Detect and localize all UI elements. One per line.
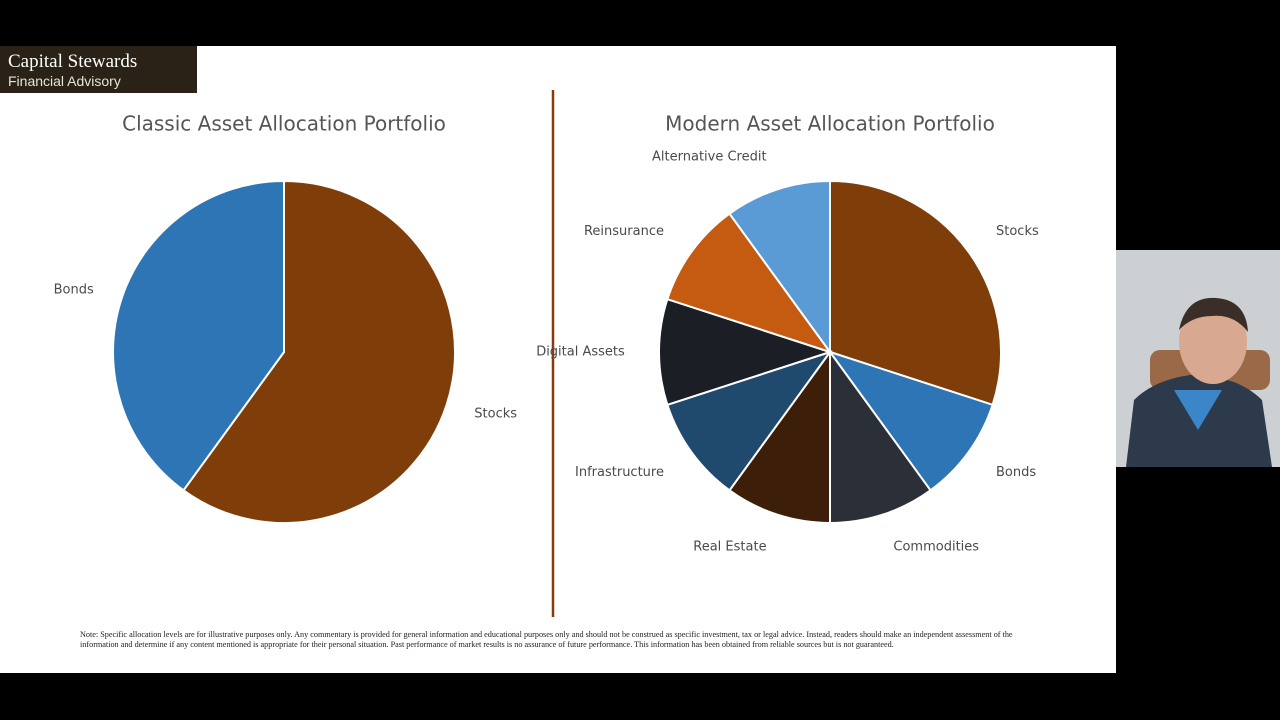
slice-label: Bonds [54, 283, 94, 298]
chart-title: Modern Asset Allocation Portfolio [665, 112, 995, 136]
pie-slice [829, 179, 1002, 407]
slice-label: Alternative Credit [652, 149, 767, 164]
pie-slice [829, 348, 932, 525]
slice-label: Reinsurance [584, 224, 664, 239]
pie-slice [112, 179, 285, 492]
pie-slice [666, 350, 833, 492]
brand-title: Capital Stewards [8, 51, 138, 72]
chart-title: Classic Asset Allocation Portfolio [122, 112, 446, 136]
brand-subtitle: Financial Advisory [8, 73, 121, 89]
pie-slice [658, 297, 834, 407]
slice-label: Real Estate [693, 540, 766, 555]
slice-label: Digital Assets [536, 345, 625, 360]
slice-label: Stocks [996, 224, 1039, 239]
pie-slice [666, 212, 833, 354]
slice-label: Infrastructure [575, 465, 664, 480]
pie-slice [827, 350, 994, 492]
webcam-image [1116, 250, 1280, 467]
pie-slice [728, 348, 831, 525]
slice-label: Bonds [996, 465, 1036, 480]
footnote: Note: Specific allocation levels are for… [80, 630, 1013, 649]
pie-slice [728, 179, 831, 356]
webcam [1116, 250, 1280, 467]
pie-slice [182, 179, 456, 524]
slice-label: Stocks [474, 406, 517, 421]
charts: Classic Asset Allocation Portfolio Stocks… [54, 90, 1039, 617]
logo: Capital Stewards Financial Advisory [0, 46, 197, 93]
slice-label: Commodities [893, 540, 979, 555]
